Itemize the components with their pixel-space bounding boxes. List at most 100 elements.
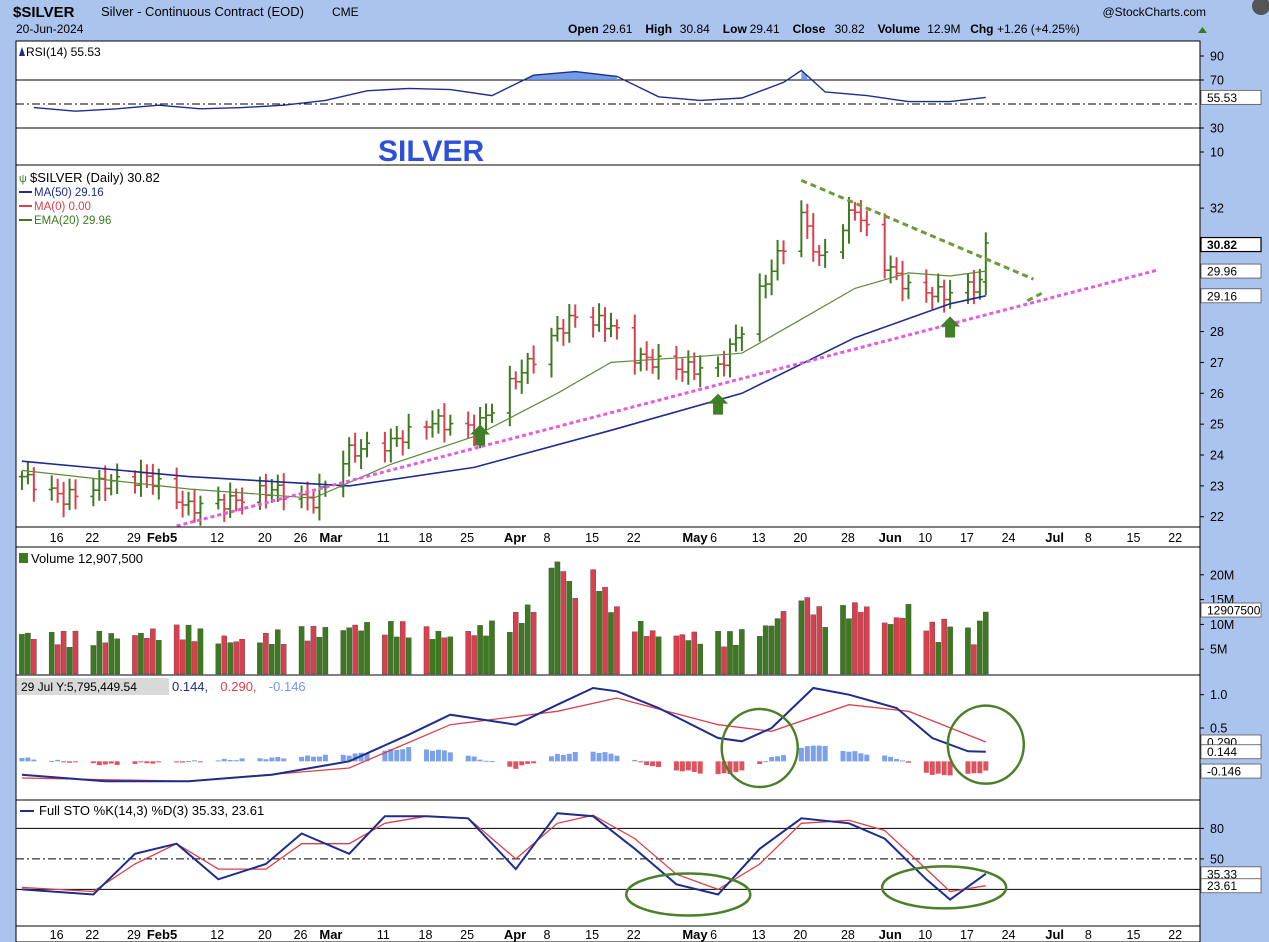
volume-bar — [846, 618, 852, 675]
volume-bar — [977, 620, 983, 675]
volume-bar — [530, 612, 537, 675]
macd-histogram-bar — [275, 757, 281, 762]
macd-histogram-bar — [424, 749, 430, 762]
date-tick-label: Apr — [504, 530, 526, 545]
ohlc-bar — [66, 478, 73, 511]
volume-bar — [310, 625, 317, 675]
sto-value-tag: 23.61 — [1207, 879, 1237, 893]
brand[interactable]: @StockCharts.com — [1102, 5, 1206, 19]
symbol: $SILVER — [13, 4, 75, 21]
volume-bar — [852, 602, 858, 675]
ohlc-bar — [441, 403, 448, 443]
date-tick-label: 17 — [960, 531, 974, 545]
ohlc-bar — [923, 269, 930, 303]
trendline-2 — [1026, 290, 1046, 303]
volume-bar — [727, 631, 733, 675]
sto-y-tick-label: 50 — [1210, 852, 1224, 866]
sto-value-tag: 35.33 — [1207, 867, 1237, 881]
macd-legend-value: 0.290, — [220, 679, 256, 694]
macd-histogram-bar — [61, 761, 67, 763]
ohlc-bar — [935, 273, 942, 303]
date-tick-label: 15 — [1127, 531, 1141, 545]
ohlc-bar — [649, 348, 656, 374]
date-tick-label: Mar — [319, 530, 342, 545]
volume-bar — [298, 626, 305, 675]
rsi-overbought-fill — [801, 70, 808, 80]
price-value-tag: 29.16 — [1207, 289, 1237, 303]
volume-bar — [822, 627, 828, 675]
ohlc-bar — [483, 403, 490, 430]
macd-legend-box — [17, 678, 169, 695]
macd-legend-value: -0.146 — [269, 679, 306, 694]
macd-histogram-bar — [180, 761, 186, 763]
volume-bar — [108, 633, 114, 675]
date-tick-label: 24 — [1002, 531, 1016, 545]
volume-bar — [102, 642, 108, 675]
volume-bar — [554, 561, 561, 675]
macd-y-tick-label: 1.0 — [1210, 688, 1227, 702]
date-tick-label: 15 — [585, 928, 599, 942]
volume-bar — [572, 598, 579, 675]
trendline-1 — [800, 178, 1034, 281]
ohlc-bar — [774, 239, 781, 281]
volume-bar — [929, 621, 936, 675]
date-tick-label: Jun — [879, 530, 902, 545]
price-y-tick-label: 26 — [1210, 387, 1224, 401]
volume-bar — [733, 644, 739, 675]
volume-bar — [233, 641, 239, 675]
volume-bar — [471, 635, 477, 675]
rsi-y-tick-label: 30 — [1210, 122, 1224, 136]
macd-histogram-bar — [846, 751, 852, 762]
date-tick-label: 13 — [752, 928, 766, 942]
volume-bar — [19, 634, 25, 675]
ohlc-bar — [221, 493, 228, 522]
ohlc-bar — [631, 314, 638, 375]
volume-bar — [405, 637, 412, 675]
ohlc-bar — [274, 474, 281, 502]
volume-bar — [893, 617, 900, 675]
ohlc-bar — [179, 490, 186, 518]
price-legend-label: MA(0) 0.00 — [34, 201, 91, 213]
price-legend-label: EMA(20) 29.96 — [34, 215, 111, 227]
ohlc-label: Volume — [878, 22, 921, 36]
macd-histogram-bar — [864, 754, 870, 762]
date-tick-label: 20 — [793, 928, 807, 942]
rsi-value-tag-box — [1200, 89, 1262, 105]
ohlc-bar — [60, 481, 67, 518]
volume-bar — [804, 597, 811, 675]
price-y-tick-label: 23 — [1210, 479, 1224, 493]
volume-bar — [239, 639, 245, 675]
macd-histogram-bar — [197, 761, 203, 763]
volume-bar — [721, 646, 727, 675]
ohlc-label: Open — [568, 22, 599, 36]
date-tick-label: 25 — [460, 531, 474, 545]
rsi-legend: RSI(14) 55.53 — [26, 45, 101, 59]
volume-bar — [614, 606, 620, 675]
volume-bar — [25, 632, 31, 675]
date-tick-label: 13 — [752, 531, 766, 545]
macd-histogram-bar — [49, 760, 55, 762]
ohlc-bar — [488, 403, 495, 423]
macd-histogram-bar — [429, 750, 435, 762]
date-tick-label: 8 — [543, 531, 550, 545]
date-tick-label: 8 — [543, 928, 550, 942]
close-icon[interactable] — [1252, 0, 1269, 15]
macd-histogram-bar — [715, 761, 721, 775]
volume-bar — [197, 628, 204, 675]
ohlc-label: Close — [793, 22, 826, 36]
sto-legend: Full STO %K(14,3) %D(3) 35.33, 23.61 — [39, 803, 264, 818]
volume-bar — [144, 638, 150, 675]
ohlc-bar — [881, 213, 888, 279]
macd-histogram-bar — [156, 761, 162, 763]
ohlc-bar — [851, 201, 858, 221]
macd-histogram-bar — [673, 761, 679, 771]
date-tick-label: 11 — [377, 928, 390, 942]
macd-histogram-bar — [929, 761, 935, 775]
date-axis-top-band — [15, 526, 1201, 548]
ohlc-bar — [726, 338, 733, 378]
macd-histogram-bar — [310, 756, 316, 762]
ohlc-bar — [191, 488, 198, 523]
macd-histogram-bar — [489, 760, 495, 762]
macd-histogram-bar — [804, 746, 810, 762]
